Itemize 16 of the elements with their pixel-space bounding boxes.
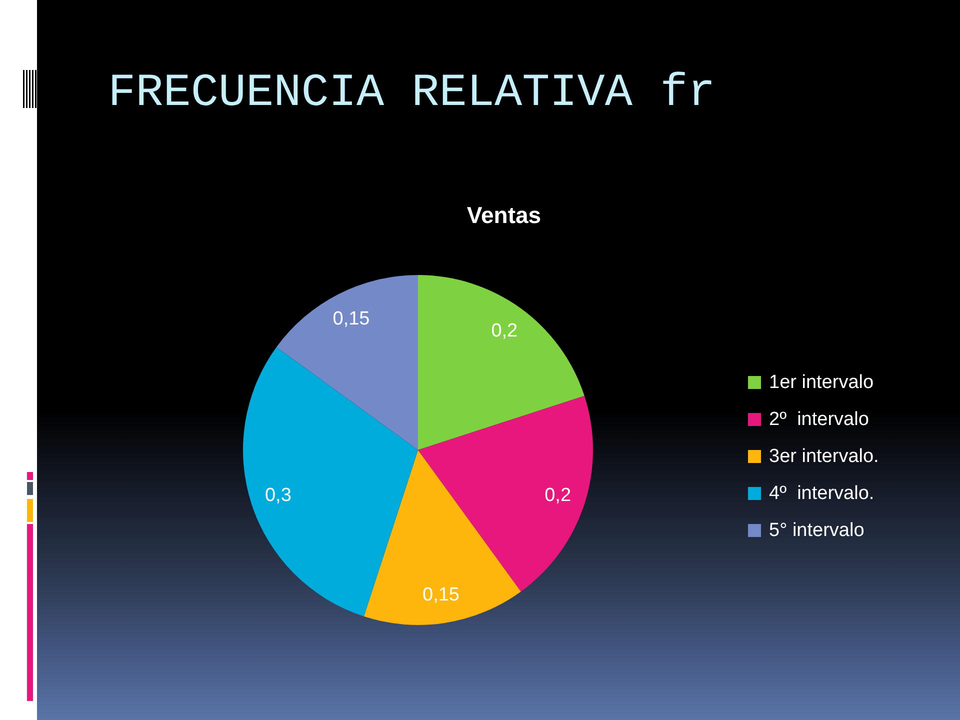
chart-subtitle: Ventas — [466, 201, 542, 230]
pie-slice — [364, 450, 521, 625]
data-label: 0,3 — [264, 484, 292, 506]
data-label: 0,15 — [332, 308, 370, 330]
data-label: 0,2 — [544, 484, 572, 506]
legend-label: 3er intervalo. — [769, 446, 879, 468]
data-label: 0,2 — [491, 320, 518, 342]
legend-label: 1er intervalo — [769, 372, 874, 394]
pie-slice — [276, 275, 418, 450]
legend-label: 4º intervalo. — [769, 482, 874, 504]
pie-slice — [418, 275, 584, 450]
chart-title: FRECUENCIA RELATIVA fr — [108, 66, 716, 120]
data-label: 0,15 — [422, 584, 460, 606]
pie-slice — [243, 347, 418, 616]
legend-label: 5° intervalo — [769, 520, 864, 542]
legend-label: 2º intervalo — [769, 408, 869, 430]
